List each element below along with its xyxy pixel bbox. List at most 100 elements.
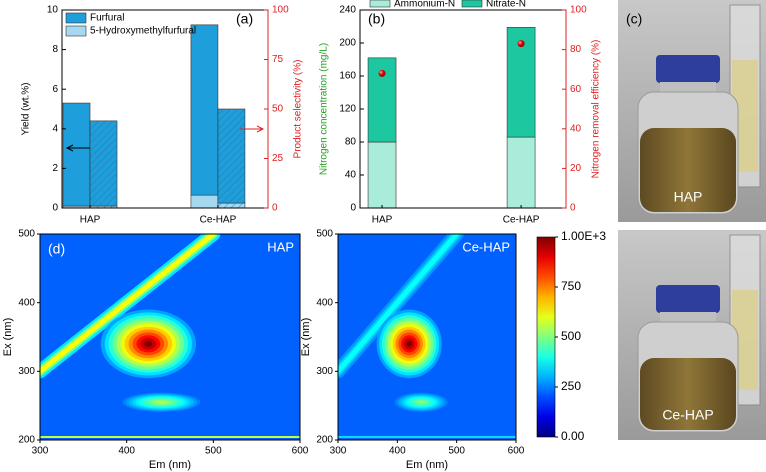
x-tick-label: Ce-HAP: [503, 215, 540, 226]
arrow: [240, 125, 265, 133]
hatch: [90, 206, 118, 208]
contour-level: [418, 401, 424, 404]
y-axis-title: Ex (nm): [2, 318, 14, 357]
x-tick-label: 600: [292, 446, 309, 457]
bottle-liquid: [640, 358, 736, 430]
y-tick-label: 400: [18, 297, 35, 308]
hatch: [217, 109, 245, 204]
y2-tick-label: 80: [570, 44, 582, 55]
map-label: HAP: [267, 239, 294, 254]
y-tick-label: 300: [18, 366, 35, 377]
y-axis-title: Nitrogen concentration (mg/L): [319, 43, 330, 175]
hatch: [90, 120, 118, 207]
peak: [394, 392, 448, 412]
contour-map: [40, 234, 300, 440]
map-label: Ce-HAP: [462, 239, 510, 254]
x-tick-label: 500: [448, 446, 465, 457]
x-tick-label: 500: [205, 446, 222, 457]
y-tick-label: 4: [52, 123, 58, 134]
panel-label: (d): [48, 241, 65, 257]
photo-label: HAP: [674, 189, 703, 205]
y2-tick-label: 0: [272, 203, 278, 214]
bar: [190, 24, 219, 196]
x-tick-label: 600: [508, 446, 525, 457]
efficiency-point: [378, 69, 386, 77]
bar: [506, 136, 536, 209]
arrow: [65, 144, 90, 152]
bottle-neck: [660, 82, 716, 94]
y-tick-label: 400: [316, 297, 333, 308]
legend-label: Furfural: [90, 13, 124, 24]
plot-frame: [39, 233, 301, 441]
legend-label: Nitrate-N: [486, 0, 526, 10]
colorbar-label: 0.00: [561, 429, 585, 443]
y2-tick-label: 40: [570, 123, 582, 134]
colorbar-label: 500: [561, 329, 581, 343]
peak: [122, 392, 201, 412]
y-tick-label: 40: [345, 170, 357, 181]
y2-tick-label: 100: [272, 5, 289, 16]
y-tick-label: 120: [339, 104, 356, 115]
contour-map: [338, 234, 516, 440]
y2-tick-label: 60: [570, 84, 582, 95]
y-tick-label: 200: [339, 38, 356, 49]
x-axis-title: Em (nm): [406, 459, 448, 471]
legend-swatch: [65, 25, 87, 37]
photo-label: Ce-HAP: [662, 407, 713, 423]
y2-tick-label: 0: [570, 203, 576, 214]
colorbar-label: 1.00E+3: [561, 229, 606, 243]
panel-label: (a): [236, 11, 253, 27]
x-tick-label: 300: [330, 446, 347, 457]
x-axis-title: Em (nm): [149, 459, 191, 471]
peak: [376, 309, 442, 379]
panel-label: (c): [626, 11, 642, 27]
y2-axis-title: Product selectivity (%): [293, 60, 304, 159]
y-tick-label: 8: [52, 44, 58, 55]
photo: HAP: [618, 0, 766, 222]
bottle-cap: [656, 55, 720, 83]
y-tick-label: 6: [52, 84, 58, 95]
legend-swatch: [369, 0, 391, 8]
legend-swatch: [65, 12, 87, 24]
rayleigh-band: [338, 234, 464, 379]
contour-level: [144, 341, 153, 347]
y-tick-label: 10: [47, 5, 59, 16]
bar: [62, 102, 91, 207]
bottle-liquid: [640, 128, 736, 212]
legend-label: Ammonium-N: [394, 0, 455, 10]
hatch: [217, 203, 245, 208]
x-tick-label: 300: [32, 446, 49, 457]
rayleigh-band: [40, 234, 221, 379]
contour-level: [406, 341, 412, 347]
x-tick-label: HAP: [80, 215, 101, 226]
y-axis-title: Ex (nm): [300, 318, 312, 357]
y-tick-label: 2: [52, 163, 58, 174]
y2-tick-label: 20: [570, 163, 582, 174]
rayleigh-line: [338, 234, 460, 374]
legend-swatch: [461, 0, 483, 8]
colorbar-label: 250: [561, 379, 581, 393]
y-tick-label: 200: [18, 435, 35, 446]
y2-axis-title: Nitrogen removal efficiency (%): [591, 40, 602, 179]
y2-tick-label: 25: [272, 153, 284, 164]
y-tick-label: 160: [339, 71, 356, 82]
y-tick-label: 200: [316, 435, 333, 446]
panel-label: (b): [368, 11, 385, 27]
bottle-neck: [660, 312, 716, 324]
rayleigh-line: [40, 234, 216, 374]
legend-label: 5-Hydroxymethylfurfural: [90, 26, 196, 37]
peak: [100, 309, 196, 379]
y2-tick-label: 100: [570, 5, 587, 16]
photo: Ce-HAP: [618, 230, 766, 440]
y-tick-label: 80: [345, 137, 357, 148]
y-axis-title: Yield (wt.%): [21, 83, 32, 136]
y2-tick-label: 75: [272, 54, 284, 65]
colorbar-label: 750: [561, 279, 581, 293]
bar: [190, 194, 219, 209]
colorbar: [536, 236, 556, 438]
y-tick-label: 500: [316, 229, 333, 240]
x-tick-label: HAP: [372, 215, 393, 226]
bar: [367, 141, 397, 209]
x-tick-label: 400: [118, 446, 135, 457]
